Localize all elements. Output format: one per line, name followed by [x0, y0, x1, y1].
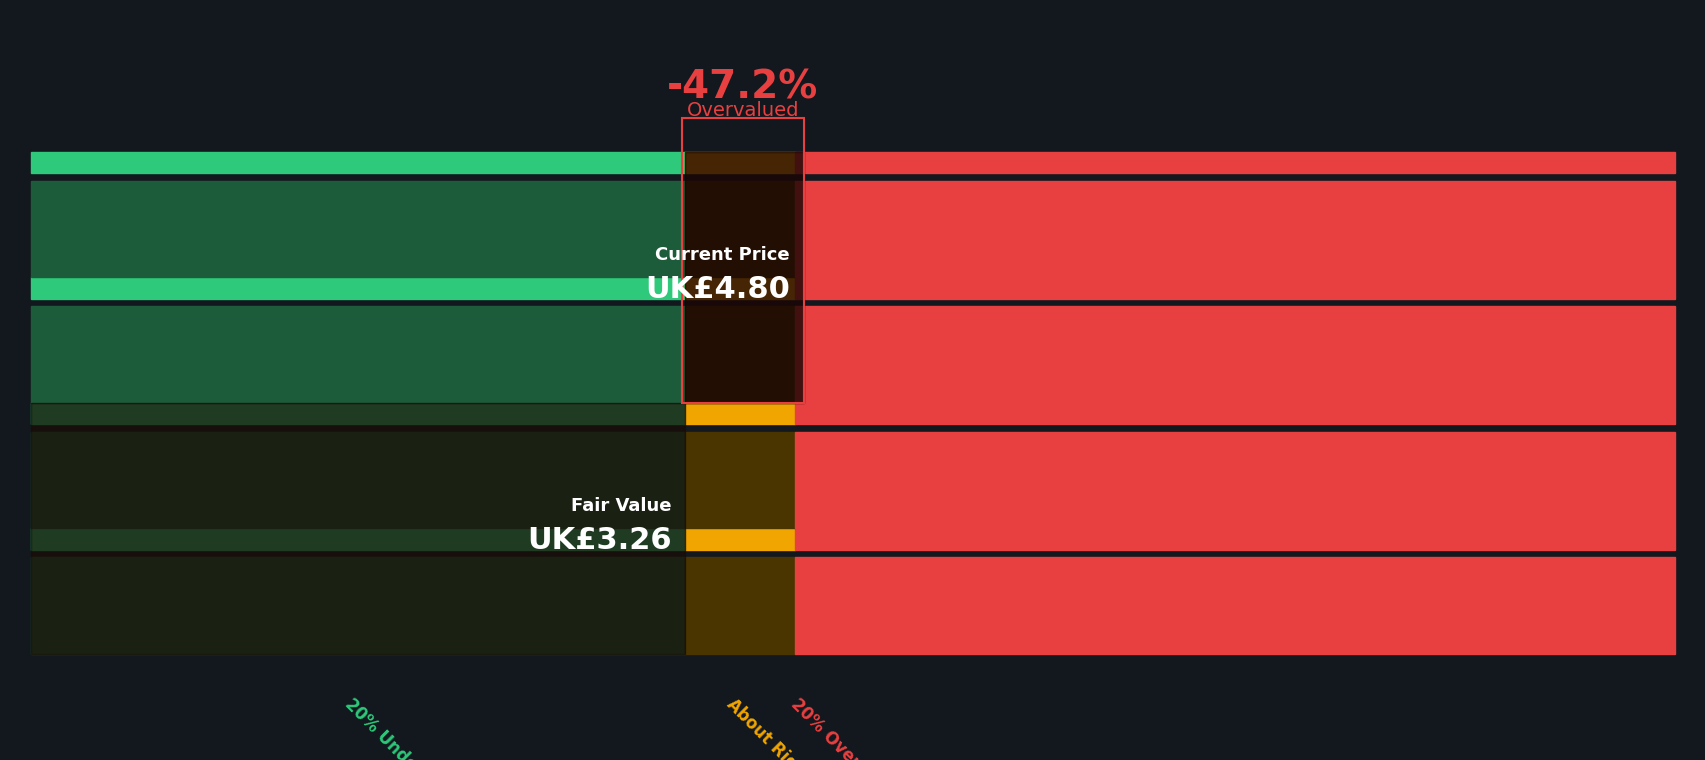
Text: Current Price: Current Price	[655, 245, 789, 264]
Text: 20% Overvalued: 20% Overvalued	[786, 695, 907, 760]
Bar	[795, 432, 1674, 528]
Bar	[685, 181, 795, 277]
Bar	[685, 432, 795, 528]
Bar	[31, 181, 685, 277]
Bar	[31, 277, 685, 299]
Bar	[685, 528, 795, 549]
Bar	[31, 557, 685, 654]
Bar	[685, 403, 795, 424]
Bar	[685, 152, 803, 403]
Text: Fair Value: Fair Value	[571, 496, 672, 515]
Bar	[31, 306, 685, 403]
Bar	[31, 152, 685, 173]
Bar	[795, 181, 1674, 277]
Bar	[31, 432, 685, 528]
Text: -47.2%: -47.2%	[667, 68, 818, 106]
Bar	[795, 306, 1674, 403]
Bar	[685, 306, 795, 403]
Bar	[31, 403, 685, 654]
Bar	[685, 152, 795, 173]
Bar	[682, 118, 803, 403]
Bar	[795, 403, 1674, 424]
Text: 20% Undervalued: 20% Undervalued	[341, 695, 471, 760]
Bar	[795, 277, 1674, 299]
Bar	[795, 557, 1674, 654]
Text: Overvalued: Overvalued	[685, 100, 798, 119]
Bar	[685, 277, 795, 299]
Bar	[31, 528, 685, 549]
Text: About Right: About Right	[723, 695, 815, 760]
Text: UK£4.80: UK£4.80	[644, 275, 789, 305]
Bar	[795, 528, 1674, 549]
Text: UK£3.26: UK£3.26	[527, 526, 672, 556]
Bar	[795, 152, 1674, 173]
Bar	[685, 557, 795, 654]
Bar	[31, 403, 685, 424]
